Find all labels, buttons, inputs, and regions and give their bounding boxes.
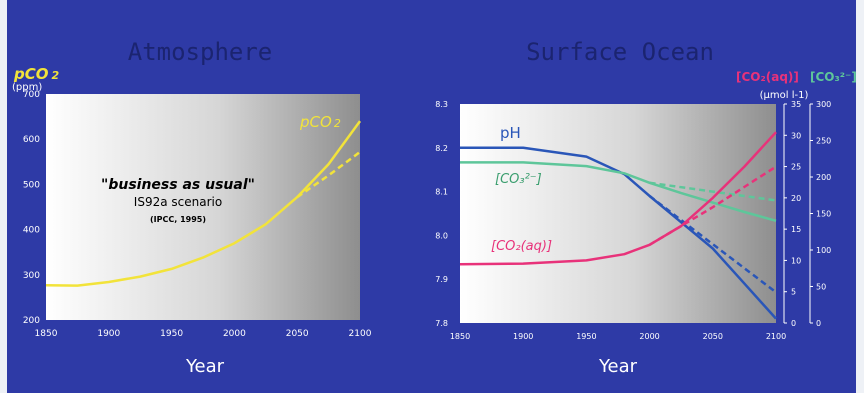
atmosphere-co2-line	[45, 120, 362, 287]
atmosphere-xtick-label: 2100	[349, 329, 372, 339]
surface-ocean-chart: Surface Ocean [CO₂(aq)] [CO₃²⁻] (μmol l-…	[435, 38, 857, 377]
ocean-co2-axis: 0 5 10 15 20 25 30 35	[783, 100, 801, 328]
atmosphere-ytick-label: 500	[23, 180, 40, 190]
ocean-co3-line-dashed	[649, 181, 777, 202]
ocean-ph-line-dashed	[648, 195, 777, 294]
atmosphere-xtick-label: 2000	[223, 329, 246, 339]
ocean-ph-tick-label: 8.1	[435, 188, 448, 197]
ocean-label-co2: [CO₂(aq)]	[491, 239, 552, 254]
ocean-lines	[459, 131, 777, 320]
ocean-x-axis: 1850 1900 1950 2000 2050 2100	[450, 332, 786, 341]
atmosphere-xtick-label: 1850	[35, 329, 58, 339]
ocean-ph-tick-label: 7.8	[435, 319, 448, 328]
atmosphere-ytick-label: 200	[23, 316, 40, 326]
atmosphere-annotation-line2: (IPCC, 1995)	[150, 215, 206, 224]
ocean-right-header-co2: [CO₂(aq)]	[736, 70, 799, 84]
atmosphere-title: Atmosphere	[128, 38, 273, 66]
atmosphere-ytick-label: 400	[23, 226, 40, 236]
atmosphere-xtick-label: 2050	[286, 329, 309, 339]
atmosphere-series-label-main: pCO	[299, 113, 332, 131]
atmosphere-ytick-label: 300	[23, 271, 40, 281]
atmosphere-ytick-label: 600	[23, 135, 40, 145]
ocean-xtick-label: 2050	[703, 332, 723, 341]
ocean-ph-tick-label: 8.2	[435, 144, 448, 153]
ocean-co2-tick-label: 35	[791, 100, 801, 109]
atmosphere-ytick-label: 700	[23, 90, 40, 100]
atmosphere-y-axis: 200 300 400 500 600 700	[23, 90, 40, 326]
ocean-co3-tick-label: 100	[816, 246, 831, 255]
ocean-ph-tick-label: 8.3	[435, 100, 448, 109]
ocean-co3-tick-label: 50	[816, 283, 826, 292]
atmosphere-co2-line-dashed	[296, 150, 361, 199]
ocean-xtick-label: 1850	[450, 332, 470, 341]
ocean-co3-tick-label: 0	[816, 319, 821, 328]
ocean-co2-tick-label: 0	[791, 319, 796, 328]
atmosphere-chart: Atmosphere pCO 2 (ppm) 200300400500600700…	[12, 38, 372, 377]
ocean-right-header-co3: [CO₃²⁻]	[810, 70, 857, 84]
ocean-ph-tick-label: 8.0	[435, 231, 448, 240]
ocean-co3-tick-label: 200	[816, 173, 831, 182]
atmosphere-ylabel-main: pCO	[13, 65, 49, 83]
ocean-co3-tick-label: 250	[816, 137, 831, 146]
atmosphere-yunit: (ppm)	[12, 82, 42, 93]
atmosphere-series-label-sub: 2	[334, 117, 341, 130]
ocean-co2-tick-label: 25	[791, 163, 801, 172]
ocean-ph-tick-label: 7.9	[435, 275, 448, 284]
ocean-label-co3: [CO₃²⁻]	[495, 172, 542, 187]
ocean-xlabel: Year	[598, 356, 638, 377]
ocean-co3-tick-label: 300	[816, 100, 831, 109]
ocean-co2-tick-label: 5	[791, 288, 796, 297]
atmosphere-xtick-label: 1900	[97, 329, 120, 339]
atmosphere-annotation-line1: IS92a scenario	[134, 195, 222, 209]
ocean-co3-tick-label: 150	[816, 210, 831, 219]
atmosphere-xlabel: Year	[185, 356, 225, 377]
atmosphere-ylabel: pCO 2	[13, 65, 60, 83]
ocean-co2-tick-label: 10	[791, 256, 801, 265]
ocean-xtick-label: 1950	[576, 332, 596, 341]
atmosphere-annotation-title: "business as usual"	[101, 177, 255, 193]
ocean-xtick-label: 2100	[766, 332, 786, 341]
atmosphere-xtick-label: 1950	[160, 329, 183, 339]
ocean-right-unit: (μmol l-1)	[760, 90, 809, 101]
ocean-label-ph: pH	[500, 124, 521, 142]
atmosphere-x-axis: 1850 1900 1950 2000 2050 2100	[35, 329, 372, 339]
atmosphere-lines	[45, 120, 362, 287]
ocean-co2-tick-label: 30	[791, 131, 801, 140]
ocean-ph-axis: 7.8 7.9 8.0 8.1 8.2 8.3	[435, 100, 448, 328]
ocean-plot-area	[460, 104, 776, 323]
atmosphere-ylabel-sub: 2	[52, 69, 60, 82]
ocean-co3-axis: 0 50 100 150 200 250 300	[809, 100, 831, 328]
ocean-co2aq-line-dashed	[648, 165, 777, 246]
ocean-xtick-label: 2000	[639, 332, 659, 341]
ocean-title: Surface Ocean	[526, 38, 714, 66]
ocean-co2-tick-label: 20	[791, 194, 801, 203]
atmosphere-series-label: pCO 2	[299, 113, 341, 131]
ocean-xtick-label: 1900	[513, 332, 533, 341]
ocean-co2-tick-label: 15	[791, 225, 801, 234]
